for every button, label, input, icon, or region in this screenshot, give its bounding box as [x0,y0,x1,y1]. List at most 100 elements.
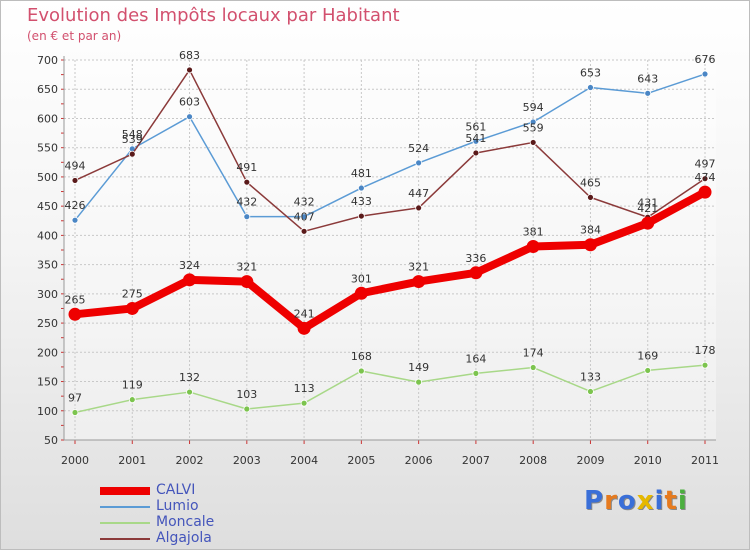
data-label-lumio: 594 [523,101,544,114]
data-point-calvi [354,286,368,300]
y-tick-label: 200 [37,346,58,359]
x-tick-label: 2008 [519,454,547,467]
data-label-moncale: 103 [236,388,257,401]
y-tick-label: 550 [37,142,58,155]
data-point-algajola [71,177,79,184]
data-point-calvi [125,301,139,315]
y-tick-label: 300 [37,288,58,301]
legend-label: Algajola [156,530,212,546]
legend-label: Moncale [156,514,215,530]
data-point-algajola [300,227,308,235]
legend-item-calvi: CALVI [100,482,270,499]
data-point-calvi [698,185,712,199]
data-label-lumio: 653 [580,66,601,79]
data-point-lumio [529,118,537,126]
legend-label: Lumio [156,498,199,514]
series-line-algajola [74,69,706,233]
x-tick-label: 2006 [405,454,433,467]
data-point-moncale [644,367,652,374]
chart-title: Evolution des Impôts locaux par Habitant [27,5,400,26]
y-tick-label: 450 [37,200,58,213]
data-point-lumio [243,213,251,221]
data-label-lumio: 561 [465,120,486,133]
data-point-moncale [472,369,480,377]
y-tick-label: 250 [37,317,58,330]
data-point-algajola [357,212,365,220]
data-point-algajola [587,193,594,201]
data-point-moncale [587,388,594,395]
data-label-algajola: 683 [179,49,200,62]
legend-item-algajola: Algajola [100,530,270,547]
data-point-moncale [243,405,251,413]
data-point-lumio [415,159,423,167]
data-label-lumio: 432 [236,196,257,209]
data-point-moncale [71,409,79,416]
data-label-moncale: 169 [637,349,658,362]
data-point-calvi [297,321,311,335]
data-point-lumio [587,84,594,91]
data-point-lumio [701,70,709,78]
data-point-algajola [701,175,709,183]
data-label-lumio: 643 [637,72,658,85]
x-tick-label: 2009 [576,454,604,467]
x-tick-label: 2000 [61,454,89,467]
plot-area [64,60,716,440]
data-point-moncale [357,367,365,375]
data-label-moncale: 149 [408,361,429,374]
data-label-moncale: 178 [695,344,716,357]
data-label-algajola: 539 [122,133,143,146]
data-point-algajola [415,204,423,212]
y-tick-label: 700 [37,54,58,67]
chart-subtitle: (en € et par an) [27,29,122,43]
data-label-calvi: 265 [65,293,86,306]
proxiti-logo: Proxiti [584,486,688,516]
x-tick-label: 2007 [462,454,490,467]
data-point-lumio [357,184,365,192]
data-point-calvi [469,266,483,280]
data-point-moncale [415,378,423,386]
data-point-moncale [529,364,537,371]
data-point-calvi [240,275,254,289]
legend-item-lumio: Lumio [100,498,270,515]
data-label-calvi: 241 [294,307,315,320]
data-point-calvi [641,216,655,230]
data-label-lumio: 603 [179,96,200,109]
data-label-algajola: 407 [294,210,315,223]
legend-swatch [100,487,150,495]
series-line-calvi [71,188,709,333]
legend-label: CALVI [156,482,196,498]
data-label-algajola: 497 [695,158,716,171]
data-label-algajola: 433 [351,195,372,208]
data-label-moncale: 113 [294,382,315,395]
data-label-calvi: 301 [351,272,372,285]
data-label-calvi: 275 [122,287,143,300]
data-point-moncale [186,388,193,396]
x-tick-label: 2010 [634,454,662,467]
data-point-lumio [644,89,652,97]
legend: CALVI Lumio Moncale Algajola [100,482,270,547]
series-line-moncale [74,364,706,414]
data-point-moncale [300,399,308,407]
data-label-algajola: 559 [523,121,544,134]
data-point-algajola [128,150,136,158]
data-label-calvi: 381 [523,225,544,238]
data-point-algajola [243,178,251,186]
y-tick-label: 350 [37,259,58,272]
data-label-moncale: 97 [68,392,82,405]
data-label-lumio: 426 [65,199,86,212]
data-label-algajola: 494 [65,159,86,172]
data-label-lumio: 432 [294,196,315,209]
data-point-lumio [472,137,480,145]
data-label-algajola: 491 [236,161,257,174]
data-point-calvi [526,239,540,253]
data-label-algajola: 431 [637,196,658,209]
y-tick-label: 50 [44,434,58,447]
data-point-calvi [412,275,426,289]
data-label-lumio: 548 [122,128,143,141]
y-tick-label: 600 [37,112,58,125]
data-label-moncale: 168 [351,350,372,363]
legend-swatch [100,506,150,508]
data-point-moncale [128,396,136,404]
data-label-calvi: 324 [179,259,200,272]
